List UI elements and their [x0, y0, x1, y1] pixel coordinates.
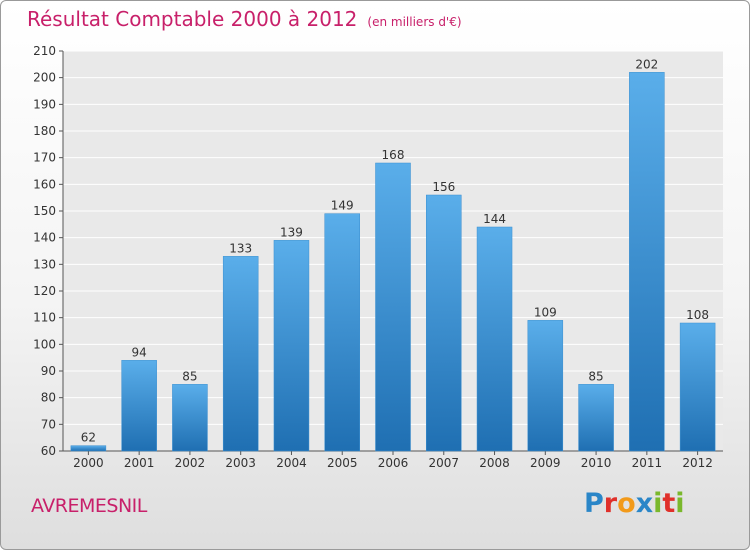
data-label: 62	[81, 431, 96, 445]
bar-2001	[121, 360, 157, 452]
bar-chart: 60 70 80 90 100 110 120 130 140 150 160 170 180 190 20…	[33, 44, 723, 470]
bar-2005	[324, 213, 360, 452]
y-tick-label: 60	[41, 444, 56, 458]
logo-letter: P	[584, 488, 604, 519]
logo-letter: r	[603, 488, 618, 519]
x-tick-label: 2005	[327, 456, 358, 470]
x-tick-label: 2007	[428, 456, 459, 470]
bar-2002	[172, 384, 208, 452]
y-tick-label: 130	[33, 257, 56, 271]
y-tick-label: 140	[33, 231, 56, 245]
y-tick-label: 160	[33, 177, 56, 191]
logo-letter: x	[635, 488, 654, 519]
x-tick-label: 2008	[479, 456, 510, 470]
y-tick-label: 80	[41, 391, 56, 405]
subtitle-text: (en milliers d'€)	[367, 15, 462, 29]
data-label: 85	[588, 369, 603, 383]
x-tick-label: 2006	[378, 456, 409, 470]
x-tick-label: 2011	[632, 456, 663, 470]
bar-2010	[578, 384, 614, 452]
data-label: 156	[432, 180, 455, 194]
x-tick-label: 2012	[682, 456, 713, 470]
bars: 62 94 85 133 139 149 168 156 144 109 85 202 108	[70, 57, 716, 452]
chart-title: Résultat Comptable 2000 à 2012 (en millie…	[27, 7, 462, 31]
data-label: 108	[686, 308, 709, 322]
bar-2011	[629, 72, 665, 452]
bar-2006	[375, 162, 411, 452]
bar-2004	[273, 240, 310, 452]
y-tick-label: 180	[33, 124, 56, 138]
y-tick-label: 70	[41, 417, 56, 431]
x-tick-label: 2010	[581, 456, 612, 470]
title-text: Résultat Comptable 2000 à 2012	[27, 7, 358, 31]
y-tick-label: 90	[41, 364, 56, 378]
data-label: 139	[280, 225, 303, 239]
logo-letter: i	[653, 488, 663, 519]
y-tick-label: 190	[33, 97, 56, 111]
bar-2000	[70, 445, 107, 452]
bar-2008	[476, 226, 513, 452]
y-tick-label: 150	[33, 204, 56, 218]
logo-letter: i	[675, 488, 685, 519]
logo-letter: o	[617, 488, 636, 519]
x-tick-label: 2004	[276, 456, 307, 470]
data-label: 133	[229, 241, 252, 255]
bar-2003	[222, 256, 259, 452]
proxiti-logo: Proxiti	[584, 488, 685, 519]
bar-2009	[527, 320, 564, 452]
data-label: 94	[132, 345, 147, 359]
data-label: 85	[182, 369, 197, 383]
y-tick-label: 210	[33, 44, 56, 58]
x-tick-label: 2000	[73, 456, 104, 470]
x-tick-label: 2009	[530, 456, 561, 470]
data-label: 149	[331, 199, 354, 213]
y-tick-label: 120	[33, 284, 56, 298]
data-label: 202	[635, 57, 658, 71]
bar-2007	[426, 194, 462, 452]
x-tick-label: 2003	[225, 456, 256, 470]
y-tick-label: 200	[33, 71, 56, 85]
y-tick-label: 170	[33, 151, 56, 165]
commune-name: AVREMESNIL	[31, 495, 147, 517]
y-tick-label: 110	[33, 311, 56, 325]
logo-letter: t	[662, 488, 676, 519]
data-label: 168	[382, 148, 405, 162]
data-label: 109	[534, 305, 557, 319]
x-tick-label: 2001	[124, 456, 155, 470]
x-tick-label: 2002	[175, 456, 206, 470]
data-label: 144	[483, 212, 506, 226]
bar-2012	[679, 322, 716, 452]
y-tick-label: 100	[33, 337, 56, 351]
